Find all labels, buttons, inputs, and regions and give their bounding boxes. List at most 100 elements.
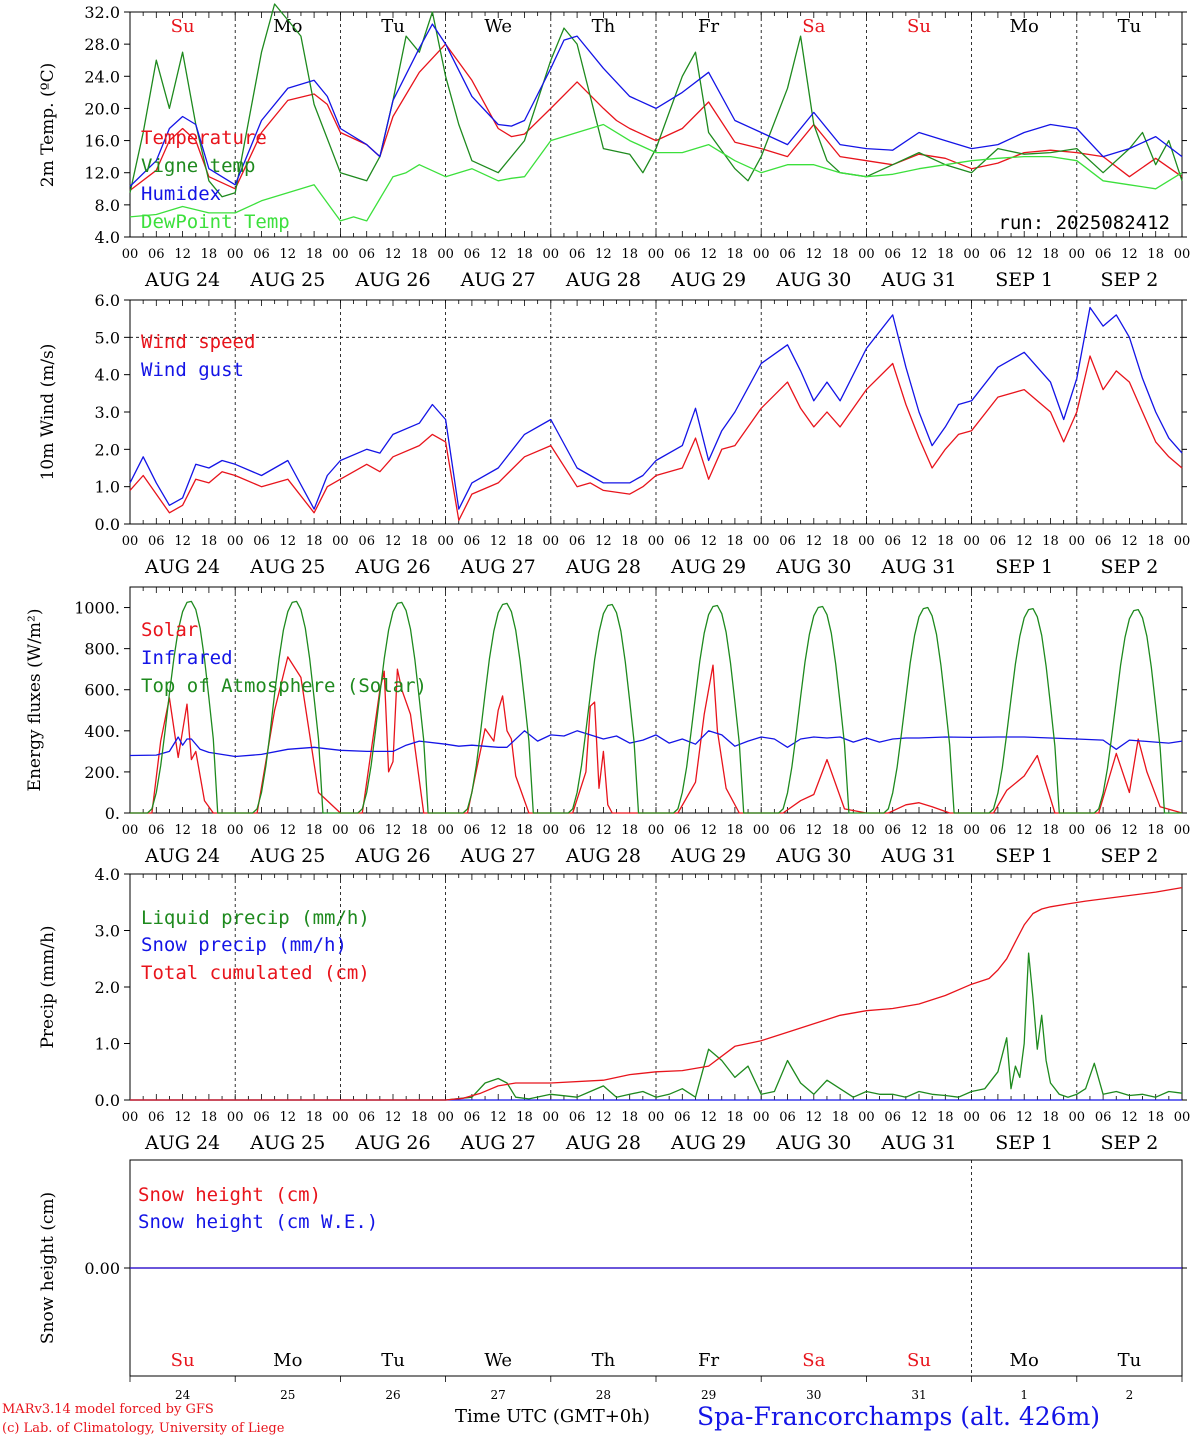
- hour-label: 00: [437, 247, 454, 262]
- hour-label: 00: [227, 823, 244, 838]
- hour-label: 00: [963, 1110, 980, 1125]
- hour-label: 06: [674, 247, 691, 262]
- date-label: AUG 30: [775, 269, 851, 291]
- hour-label: 12: [1121, 1110, 1138, 1125]
- legend-entry: Solar: [141, 619, 198, 641]
- date-label: AUG 26: [354, 269, 430, 291]
- hour-label: 06: [674, 534, 691, 549]
- legend-entry: Total cumulated (cm): [141, 962, 370, 984]
- hour-label: 00: [437, 823, 454, 838]
- date-label: SEP 2: [1100, 556, 1158, 578]
- weekday-label: Su: [907, 16, 931, 37]
- y-tick-label: 5.0: [95, 328, 120, 347]
- hour-label: 18: [411, 534, 428, 549]
- hour-label: 12: [700, 534, 717, 549]
- hour-label: 06: [884, 1110, 901, 1125]
- hour-label: 06: [569, 247, 586, 262]
- date-label: AUG 24: [144, 269, 220, 291]
- date-label: AUG 29: [670, 1132, 746, 1154]
- hour-label: 12: [385, 823, 402, 838]
- weekday-label: Th: [592, 16, 616, 37]
- day-number: 1: [1020, 1388, 1028, 1402]
- hour-label: 00: [332, 823, 349, 838]
- hour-label: 18: [727, 1110, 744, 1125]
- hour-label: 06: [990, 247, 1007, 262]
- hour-label: 00: [543, 534, 560, 549]
- snow-y-axis-label: Snow height (cm): [38, 1192, 58, 1344]
- hour-label: 12: [490, 247, 507, 262]
- hour-label: 00: [1069, 534, 1086, 549]
- y-tick-label: 2.0: [95, 440, 120, 459]
- hour-label: 00: [648, 1110, 665, 1125]
- date-label: AUG 24: [144, 556, 220, 578]
- date-label: SEP 1: [995, 845, 1053, 867]
- date-label: AUG 25: [249, 269, 325, 291]
- weekday-label: Mo: [1010, 1350, 1039, 1371]
- hour-label: 06: [779, 1110, 796, 1125]
- hour-label: 00: [437, 534, 454, 549]
- hour-label: 12: [490, 823, 507, 838]
- hour-label: 12: [595, 1110, 612, 1125]
- temperature-panel: 4.0 8.0 12.0 16.0 20.0 24.0 28.0 32.0 00 06 12 18 00…: [38, 3, 1190, 291]
- weekday-label: Mo: [273, 1350, 302, 1371]
- weekday-label: Mo: [273, 16, 302, 37]
- precip-y-axis-label: Precip (mm/h): [38, 925, 58, 1048]
- hour-label: 00: [1174, 823, 1191, 838]
- date-label: AUG 29: [670, 269, 746, 291]
- hour-label: 18: [306, 247, 323, 262]
- hour-label: 12: [806, 823, 823, 838]
- y-tick-label: 0.00: [84, 1259, 120, 1278]
- date-label: AUG 25: [249, 845, 325, 867]
- y-tick-label: 1.0: [95, 478, 120, 497]
- day-number: 24: [175, 1388, 191, 1402]
- hour-label: 18: [1147, 1110, 1164, 1125]
- hour-label: 00: [1174, 247, 1191, 262]
- weekday-label: Sa: [802, 1350, 825, 1371]
- date-label: AUG 29: [670, 845, 746, 867]
- wind-y-axis-label: 10m Wind (m/s): [38, 344, 58, 481]
- hour-label: 12: [700, 1110, 717, 1125]
- weekday-label: We: [484, 16, 512, 37]
- hour-label: 12: [806, 1110, 823, 1125]
- y-tick-label: 400.: [84, 722, 120, 741]
- hour-label: 18: [832, 247, 849, 262]
- y-tick-label: 16.0: [84, 132, 120, 151]
- date-label: AUG 26: [354, 845, 430, 867]
- hour-label: 00: [332, 247, 349, 262]
- hour-label: 12: [174, 247, 191, 262]
- hour-label: 00: [963, 823, 980, 838]
- y-tick-label: 2.0: [95, 978, 120, 997]
- hour-label: 00: [332, 534, 349, 549]
- hour-label: 12: [1016, 823, 1033, 838]
- hour-label: 06: [779, 247, 796, 262]
- hour-label: 12: [911, 1110, 928, 1125]
- hour-label: 06: [253, 534, 270, 549]
- wind-series-wind-gust: [129, 306, 1183, 510]
- hour-label: 00: [122, 534, 139, 549]
- hour-label: 12: [174, 823, 191, 838]
- station-title: Spa-Francorchamps (alt. 426m): [697, 1402, 1101, 1431]
- hour-label: 12: [490, 534, 507, 549]
- hour-label: 00: [858, 247, 875, 262]
- legend-entry: Wind gust: [141, 359, 244, 381]
- hour-label: 06: [569, 823, 586, 838]
- date-label: AUG 27: [460, 1132, 536, 1154]
- y-tick-label: 1.0: [95, 1035, 120, 1054]
- y-tick-label: 8.0: [95, 196, 120, 215]
- date-label: SEP 1: [995, 269, 1053, 291]
- temperature-frame: [129, 11, 1183, 238]
- y-tick-label: 28.0: [84, 35, 120, 54]
- hour-label: 00: [122, 823, 139, 838]
- time-axis-label: Time UTC (GMT+0h): [455, 1406, 650, 1427]
- hour-label: 06: [779, 823, 796, 838]
- hour-label: 12: [174, 534, 191, 549]
- hour-label: 06: [990, 1110, 1007, 1125]
- hour-label: 18: [201, 247, 218, 262]
- date-label: AUG 27: [460, 269, 536, 291]
- hour-label: 18: [411, 823, 428, 838]
- hour-label: 18: [1147, 823, 1164, 838]
- date-label: AUG 31: [880, 845, 956, 867]
- date-label: AUG 24: [144, 845, 220, 867]
- hour-label: 06: [148, 1110, 165, 1125]
- y-tick-label: 0.0: [95, 515, 120, 534]
